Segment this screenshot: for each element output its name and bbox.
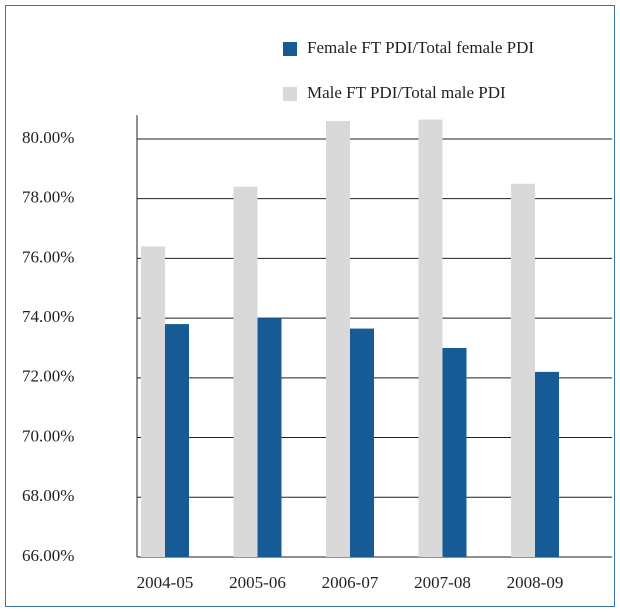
- legend-swatch: [283, 42, 297, 56]
- legend-swatch: [283, 87, 297, 101]
- bar: [511, 183, 535, 557]
- x-tick-label: 2008-09: [507, 573, 564, 592]
- legend-label: Male FT PDI/Total male PDI: [307, 83, 506, 102]
- frame: [5, 5, 615, 607]
- bar: [326, 121, 350, 557]
- y-tick-label: 72.00%: [22, 367, 74, 386]
- bar: [257, 318, 282, 557]
- y-tick-label: 76.00%: [22, 247, 74, 266]
- y-tick-label: 78.00%: [22, 188, 74, 207]
- bar: [418, 119, 443, 558]
- x-tick-label: 2004-05: [137, 573, 194, 592]
- y-tick-label: 74.00%: [22, 307, 74, 326]
- bar: [165, 324, 189, 557]
- y-tick-label: 68.00%: [22, 486, 74, 505]
- legend-label: Female FT PDI/Total female PDI: [307, 38, 534, 57]
- bar: [141, 246, 165, 557]
- y-tick-label: 66.00%: [22, 546, 74, 565]
- y-tick-label: 80.00%: [22, 128, 74, 147]
- x-tick-label: 2007-08: [414, 573, 471, 592]
- bar: [442, 347, 467, 557]
- bar: [233, 186, 258, 557]
- x-tick-label: 2006-07: [322, 573, 379, 592]
- x-tick-label: 2005-06: [229, 573, 286, 592]
- bar: [350, 328, 374, 557]
- y-tick-label: 70.00%: [22, 426, 74, 445]
- bar: [535, 371, 559, 557]
